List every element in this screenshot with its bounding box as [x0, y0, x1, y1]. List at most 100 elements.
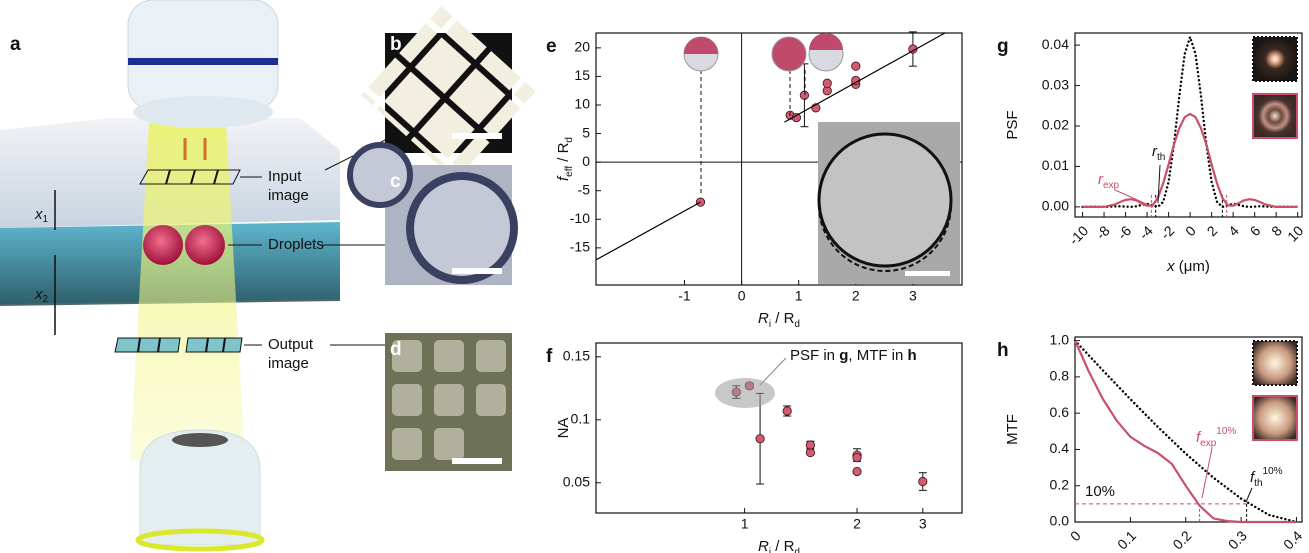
y-tick-label: 0: [582, 153, 590, 169]
line: [1073, 340, 1297, 524]
x-tick-label: 2: [852, 288, 860, 304]
mtf-exp-image: [1252, 395, 1298, 441]
droplet-image: [347, 142, 413, 208]
droplet-inset: [771, 36, 807, 72]
annotation-leader: [1114, 189, 1154, 208]
annotation-part: 10%: [1216, 426, 1236, 437]
scale-bar: [452, 133, 502, 139]
y-tick-label: -5: [578, 181, 591, 197]
micrograph-c: [347, 142, 518, 285]
line: [595, 32, 946, 261]
y-tick-label: 0.1: [571, 411, 591, 427]
point: [782, 406, 792, 416]
x-axis-label-part: d: [794, 547, 800, 553]
droplet-inset: [684, 37, 718, 54]
point: [852, 452, 862, 463]
point: [918, 476, 928, 487]
x-tick-label: 2: [853, 516, 861, 532]
x-axis-label: Ri / Rd: [758, 538, 800, 553]
droplet: [185, 225, 225, 265]
x-axis-label-part: R: [758, 310, 769, 327]
annotation-leader: [759, 357, 787, 386]
x-tick-label: 1: [741, 516, 749, 532]
x-tick-label: 0.4: [1280, 527, 1305, 552]
highlight: [715, 378, 775, 408]
line: [1082, 112, 1298, 208]
y-tick-label: 20: [574, 39, 590, 55]
x-tick-label: 0.2: [1169, 527, 1194, 552]
y-tick-label: 0.8: [1050, 368, 1070, 384]
point: [852, 466, 862, 477]
x-tick-label: 10: [1284, 222, 1306, 244]
annotation-part: r: [1098, 171, 1104, 188]
y-axis-label-part: d: [564, 137, 575, 143]
objective-band: [128, 58, 278, 65]
label-part: x: [34, 206, 43, 223]
plot-frame: [1074, 336, 1303, 523]
x-tick-label: -6: [1114, 222, 1134, 242]
annotation-part: PSF in: [790, 347, 839, 364]
y-axis-label: MTF: [1004, 414, 1021, 445]
plot-frame: [1074, 32, 1303, 218]
y-axis-label: NA: [555, 418, 572, 439]
y-axis-label: feff / Rd: [555, 137, 575, 181]
psf-exp-image: [1252, 93, 1298, 139]
panel-letter: a: [10, 34, 21, 55]
annotation-part: 10%: [1263, 466, 1283, 477]
output-grid: [137, 337, 141, 353]
x-tick-label: 6: [1247, 222, 1264, 239]
input-grid: [190, 169, 196, 185]
scale-bar: [452, 268, 502, 274]
label: Droplets: [268, 236, 324, 253]
x-tick-label: 4: [1225, 222, 1242, 239]
x-tick-label: -1: [678, 288, 691, 304]
point: [851, 61, 861, 71]
x-axis-label: Ri / Rd: [758, 310, 800, 330]
inset-droplet: [817, 132, 953, 268]
label-part: x: [34, 286, 43, 303]
micrograph-d: [385, 333, 512, 471]
y-tick-label: 0.6: [1050, 404, 1070, 420]
annotation-leader: [1201, 447, 1213, 499]
point: [755, 434, 765, 444]
label-part: 1: [43, 214, 49, 225]
distance-label: x2: [34, 286, 49, 305]
x-tick-label: 0: [1182, 222, 1199, 239]
inset-fit: [818, 204, 952, 272]
panel-letter: g: [997, 36, 1009, 57]
annotation: rth: [1152, 143, 1165, 163]
condenser-band: [135, 528, 265, 552]
condenser: [139, 429, 261, 546]
scale-bar: [452, 458, 502, 464]
x-axis-label-part: d: [794, 319, 800, 330]
annotation-part: th: [1157, 152, 1165, 163]
y-axis-label: PSF: [1004, 110, 1021, 139]
y-tick-label: 0.15: [563, 348, 590, 364]
label: Output: [268, 336, 314, 353]
annotation: PSF in g, MTF in h: [790, 347, 917, 364]
x-axis-label-part: i: [769, 547, 771, 553]
y-axis-label-part: f: [555, 175, 572, 181]
point: [805, 447, 815, 458]
droplet-inset: [809, 33, 843, 50]
output-grid: [222, 337, 226, 353]
point: [799, 90, 810, 100]
x-tick-label: 0: [1067, 527, 1084, 544]
label: Input: [268, 168, 302, 185]
x-axis-label-part: (μm): [1175, 258, 1210, 275]
annotation: rexp: [1098, 171, 1120, 191]
x-axis-label: x (μm): [1166, 258, 1210, 275]
output-grid: [185, 337, 243, 353]
insets: [683, 33, 1298, 441]
x-axis-label-part: / R: [771, 538, 795, 553]
annotation-part: exp: [1200, 438, 1217, 449]
x-tick-label: 2: [1204, 222, 1221, 239]
objective-tip: [133, 96, 273, 128]
x-tick-label: 3: [919, 516, 927, 532]
line: [1073, 339, 1298, 524]
output-grid: [157, 337, 161, 353]
y-axis-label-part: / R: [555, 142, 572, 166]
input-grid: [213, 169, 219, 185]
output-grid: [205, 337, 209, 353]
